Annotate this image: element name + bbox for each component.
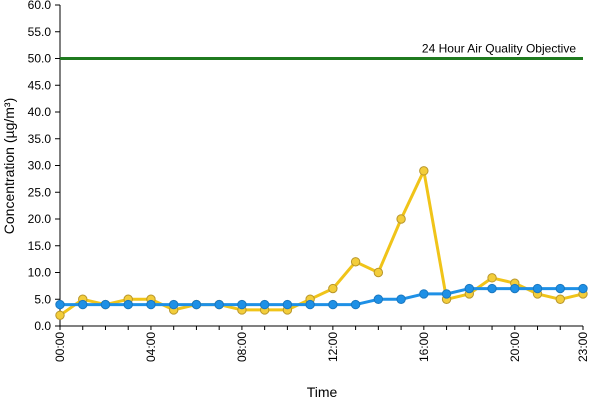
y-tick-label: 50.0: [28, 52, 52, 66]
series-2-point: [555, 283, 565, 294]
series-2-point: [237, 299, 247, 310]
y-tick-label: 45.0: [28, 78, 52, 92]
series-2-point: [55, 299, 65, 310]
series-group: [55, 166, 588, 320]
x-axis-ticks: 00:00 04:00 08:00 12:00 16:00 20:00 23:00: [53, 326, 590, 362]
series-1-point: [396, 214, 406, 224]
y-tick-label: 5.0: [34, 292, 51, 306]
series-1-line: [59, 169, 584, 317]
y-axis-title: Concentration (µg/m³): [1, 98, 17, 234]
x-tick-label: 08:00: [235, 332, 249, 362]
y-tick-label: 55.0: [28, 25, 52, 39]
x-tick-label: 23:00: [576, 332, 590, 362]
series-2-point: [396, 294, 406, 304]
series-2-point: [214, 299, 224, 310]
x-axis-title: Time: [307, 384, 338, 400]
y-tick-label: 15.0: [28, 239, 52, 253]
y-axis-ticks: 0.0 5.0 10.0 15.0 20.0 25.0 30.0 35.0 40.0 45.0 50…: [28, 0, 60, 333]
x-tick-label: 04:00: [144, 332, 158, 362]
series-2-point: [464, 283, 475, 294]
y-tick-label: 20.0: [28, 212, 52, 226]
series-2-point: [191, 299, 202, 310]
series-1-point: [555, 294, 565, 304]
series-2-line: [60, 287, 583, 307]
x-tick-label: 12:00: [326, 332, 340, 362]
series-1-point: [419, 166, 429, 176]
reference-line-label: 24 Hour Air Quality Objective: [422, 42, 576, 56]
y-tick-label: 10.0: [28, 266, 52, 280]
series-2-point: [578, 283, 588, 294]
series-1-point: [350, 257, 361, 267]
series-2-point: [419, 289, 429, 299]
x-tick-label: 20:00: [508, 332, 522, 362]
y-tick-label: 25.0: [28, 185, 52, 199]
y-tick-label: 0.0: [34, 319, 51, 333]
series-2-point: [100, 299, 111, 310]
x-tick-label: 16:00: [417, 332, 431, 362]
series-2-point: [487, 283, 497, 294]
series-2-point: [123, 299, 133, 310]
y-tick-label: 35.0: [28, 132, 52, 146]
y-tick-label: 60.0: [28, 0, 52, 12]
series-2-point: [532, 283, 543, 294]
x-tick-label: 00:00: [53, 332, 67, 362]
series-2-point: [259, 299, 270, 310]
series-2-point: [282, 299, 293, 310]
series-1-point: [328, 283, 338, 294]
series-2-point: [168, 299, 179, 310]
series-2-point: [441, 289, 452, 299]
reference-line-group: 24 Hour Air Quality Objective: [60, 42, 583, 60]
series-2-point: [373, 294, 384, 304]
series-2-point: [305, 299, 315, 310]
series-1-point: [373, 267, 384, 278]
series-2-point: [328, 299, 338, 310]
y-tick-label: 40.0: [28, 105, 52, 119]
series-2-point: [350, 299, 361, 310]
series-1-point: [55, 310, 65, 320]
series-2-point: [78, 299, 88, 310]
series-2-point: [510, 283, 520, 294]
series-2-point: [146, 299, 156, 310]
series-1-point: [487, 273, 497, 283]
y-tick-label: 30.0: [28, 159, 52, 173]
